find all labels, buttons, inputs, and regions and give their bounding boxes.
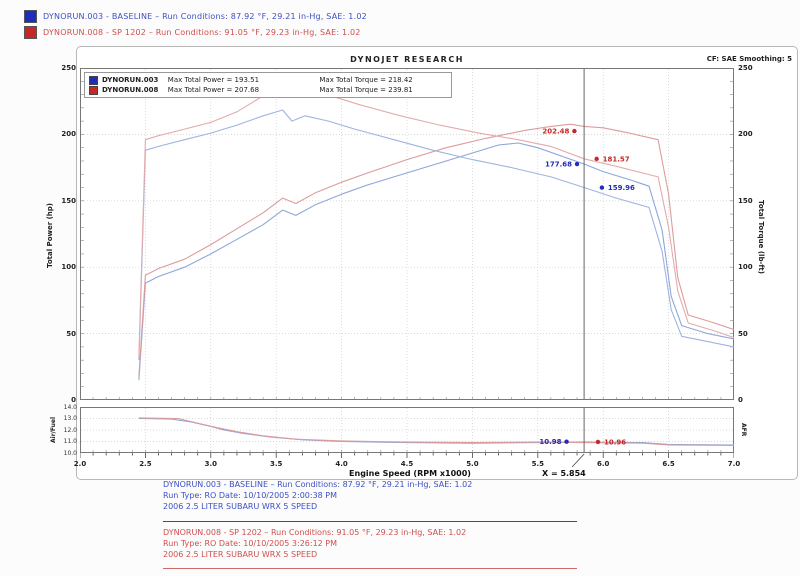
minor-ticks bbox=[79, 67, 735, 401]
rpm-tick-5.0: 5.0 bbox=[466, 460, 479, 468]
run2-name: DYNORUN.008 bbox=[101, 86, 159, 94]
run2-legend-row: DYNORUN.008 - SP 1202 – Run Conditions: … bbox=[24, 25, 367, 39]
afr-tick-14.0: 14.0 bbox=[63, 403, 77, 411]
run1-details-line3: 2006 2.5 LITER SUBARU WRX 5 SPEED bbox=[163, 502, 318, 511]
rpm-tick-3.0: 3.0 bbox=[204, 460, 217, 468]
run2-color-swatch-icon bbox=[24, 25, 37, 39]
run2-details-line1: DYNORUN.008 - SP 1202 – Run Conditions: … bbox=[163, 528, 467, 537]
annotation-marker-1 bbox=[595, 439, 601, 445]
power-tick-100: 100 bbox=[61, 263, 76, 272]
cursor-position-label: X = 5.854 bbox=[542, 469, 586, 478]
run2-details-underline bbox=[163, 568, 577, 569]
rpm-tick-2.0: 2.0 bbox=[73, 460, 87, 468]
chart-svg: 10.98 10.96 bbox=[79, 407, 735, 453]
annotation-marker-1 bbox=[574, 161, 580, 167]
power-tick-50: 50 bbox=[66, 329, 76, 338]
afr-tick-12.0: 12.0 bbox=[63, 426, 77, 434]
gridlines bbox=[81, 408, 733, 452]
run2-legend-label: DYNORUN.008 - SP 1202 – Run Conditions: … bbox=[43, 27, 361, 37]
main-plot-area: 202.48 177.68 181.57 159.96 bbox=[79, 67, 735, 401]
annotation-marker-0 bbox=[564, 439, 569, 444]
max-values-row-run2: DYNORUN.008 Max Total Power = 207.68 Max… bbox=[89, 85, 447, 95]
series-curve-1 bbox=[138, 123, 735, 377]
run1-max-torque: Max Total Torque = 218.42 bbox=[319, 76, 413, 84]
annotation-value-1: 10.96 bbox=[604, 438, 626, 446]
annotation-marker-3 bbox=[599, 185, 605, 190]
run1-details-line2: Run Type: RO Date: 10/10/2005 2:00:38 PM bbox=[163, 491, 338, 500]
x-tick-strip-svg bbox=[79, 453, 735, 468]
run1-color-swatch-icon bbox=[24, 9, 37, 23]
chart-title: DYNOJET RESEARCH bbox=[350, 55, 464, 64]
run2-max-torque: Max Total Torque = 239.81 bbox=[319, 86, 413, 94]
rpm-tick-7.0: 7.0 bbox=[727, 460, 741, 468]
torque-tick-0: 0 bbox=[738, 396, 743, 404]
annotation-value-2: 181.57 bbox=[603, 155, 630, 163]
right-axis-title: Total Torque (lb-ft) bbox=[757, 200, 765, 274]
series-curve-3 bbox=[138, 80, 735, 355]
annotation-marker-2 bbox=[594, 156, 599, 162]
afr-left-axis-title: Air/Fuel bbox=[50, 416, 57, 444]
torque-tick-200: 200 bbox=[738, 130, 753, 139]
cursor-pointer-line bbox=[571, 453, 585, 468]
x-axis-ticks bbox=[79, 453, 735, 458]
run1-details-block: DYNORUN.003 - BASELINE – Run Conditions:… bbox=[163, 479, 633, 512]
torque-tick-150: 150 bbox=[738, 196, 753, 205]
torque-tick-250: 250 bbox=[738, 64, 753, 72]
max-values-legend: DYNORUN.003 Max Total Power = 193.51 Max… bbox=[84, 72, 452, 98]
power-tick-200: 200 bbox=[61, 130, 76, 139]
power-tick-250: 250 bbox=[61, 64, 76, 72]
run1-details-line1: DYNORUN.003 - BASELINE – Run Conditions:… bbox=[163, 480, 473, 489]
minor-ticks bbox=[79, 450, 735, 452]
run2-details-line3: 2006 2.5 LITER SUBARU WRX 5 SPEED bbox=[163, 550, 318, 559]
rpm-tick-3.5: 3.5 bbox=[269, 460, 283, 468]
correction-factor-label: CF: SAE Smoothing: 5 bbox=[706, 55, 792, 63]
annotation-value-1: 177.68 bbox=[545, 161, 572, 169]
afr-plot-area: 10.98 10.96 bbox=[79, 407, 735, 453]
rpm-tick-5.5: 5.5 bbox=[531, 460, 544, 468]
power-tick-0: 0 bbox=[71, 396, 76, 404]
run1-legend-label: DYNORUN.003 - BASELINE – Run Conditions:… bbox=[43, 11, 367, 21]
rpm-tick-4.5: 4.5 bbox=[400, 460, 414, 468]
run-details-divider bbox=[163, 521, 577, 522]
left-axis-title: Total Power (hp) bbox=[46, 203, 54, 269]
annotation-value-0: 10.98 bbox=[539, 438, 561, 446]
afr-tick-13.0: 13.0 bbox=[63, 415, 77, 422]
rpm-tick-4.0: 4.0 bbox=[335, 460, 348, 468]
run1-name: DYNORUN.003 bbox=[101, 76, 159, 84]
max-values-row-run1: DYNORUN.003 Max Total Power = 193.51 Max… bbox=[89, 75, 447, 85]
rpm-tick-2.5: 2.5 bbox=[139, 460, 152, 468]
run2-max-power: Max Total Power = 207.68 bbox=[167, 86, 260, 94]
run2-mini-swatch-icon bbox=[89, 85, 98, 95]
rpm-tick-6.0: 6.0 bbox=[596, 460, 610, 468]
annotation-value-0: 202.48 bbox=[542, 128, 569, 136]
series-curve-1 bbox=[138, 417, 735, 447]
afr-right-axis-title: AFR bbox=[740, 423, 747, 437]
run1-legend-row: DYNORUN.003 - BASELINE – Run Conditions:… bbox=[24, 9, 367, 23]
torque-tick-50: 50 bbox=[738, 329, 748, 338]
afr-tick-11.0: 11.0 bbox=[63, 438, 77, 445]
chart-svg: 202.48 177.68 181.57 159.96 bbox=[79, 67, 735, 401]
x-axis-tick-strip bbox=[79, 453, 735, 471]
run2-details-block: DYNORUN.008 - SP 1202 – Run Conditions: … bbox=[163, 527, 633, 560]
rpm-tick-6.5: 6.5 bbox=[662, 460, 675, 468]
power-tick-150: 150 bbox=[61, 196, 76, 205]
annotation-value-3: 159.96 bbox=[608, 184, 635, 192]
run1-mini-swatch-icon bbox=[89, 75, 98, 85]
x-axis-title: Engine Speed (RPM x1000) bbox=[349, 469, 471, 478]
afr-tick-10.0: 10.0 bbox=[63, 449, 77, 457]
run1-max-power: Max Total Power = 193.51 bbox=[167, 76, 260, 84]
run-conditions-legend: DYNORUN.003 - BASELINE – Run Conditions:… bbox=[24, 9, 367, 41]
torque-tick-100: 100 bbox=[738, 263, 753, 272]
annotation-marker-0 bbox=[572, 128, 577, 134]
series-curve-2 bbox=[138, 109, 735, 361]
run2-details-line2: Run Type: RO Date: 10/10/2005 3:26:12 PM bbox=[163, 539, 338, 548]
